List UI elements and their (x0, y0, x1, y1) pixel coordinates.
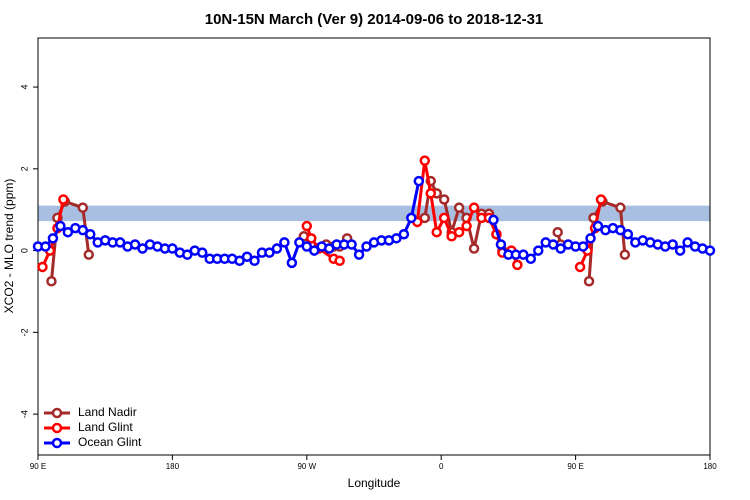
data-point (577, 241, 589, 252)
data-point (77, 224, 89, 236)
data-point (137, 243, 148, 254)
x-tick-label: 90 W (297, 462, 316, 471)
data-point (438, 212, 450, 224)
data-point (453, 202, 465, 213)
y-tick-label: -4 (19, 410, 29, 418)
data-point (85, 228, 96, 240)
data-point (346, 239, 357, 250)
data-point (595, 194, 607, 205)
data-point (438, 194, 450, 205)
data-point (264, 247, 275, 258)
data-point (46, 276, 57, 287)
data-point (406, 212, 417, 224)
data-point (518, 249, 529, 260)
data-point (512, 259, 523, 271)
data-point (55, 220, 66, 232)
data-point (419, 212, 431, 224)
data-point (301, 241, 313, 252)
data-point (323, 243, 335, 254)
data-point (488, 214, 499, 226)
data-point (391, 233, 402, 244)
legend-label: Ocean Glint (78, 435, 142, 449)
x-tick-label: 0 (439, 462, 444, 471)
data-point (353, 249, 365, 260)
data-point (58, 194, 69, 205)
legend-label: Land Nadir (78, 405, 137, 419)
chart-title: 10N-15N March (Ver 9) 2014-09-06 to 2018… (205, 11, 544, 28)
data-point (294, 237, 305, 248)
data-point (674, 245, 686, 256)
data-point (197, 247, 208, 258)
data-point (619, 249, 631, 260)
data-point (419, 155, 431, 166)
data-point (446, 231, 457, 242)
data-point (667, 239, 678, 250)
x-tick-label: 90 E (567, 462, 583, 471)
data-point (431, 226, 442, 238)
data-point (361, 241, 372, 252)
data-point (241, 251, 253, 262)
data-point (704, 245, 716, 256)
data-point (271, 243, 283, 254)
data-point (547, 239, 559, 250)
data-point (62, 226, 74, 238)
data-point (453, 226, 465, 238)
data-point (182, 249, 193, 260)
x-tick-label: 90 E (30, 462, 46, 471)
reference-band (38, 205, 710, 222)
data-point (555, 243, 566, 254)
y-tick-label: 2 (19, 166, 29, 171)
data-point (286, 257, 298, 269)
data-point (682, 237, 693, 248)
data-point (309, 245, 320, 256)
y-tick-label: 0 (19, 248, 29, 253)
y-tick-label: 4 (19, 85, 29, 90)
data-point (525, 253, 537, 265)
x-axis-label: Longitude (348, 476, 401, 490)
data-point (592, 220, 604, 232)
data-point (585, 233, 596, 244)
data-point (306, 233, 317, 244)
y-axis-label: XCO2 - MLO trend (ppm) (2, 179, 16, 314)
data-point (167, 243, 178, 254)
data-point (249, 255, 260, 267)
data-point (615, 224, 626, 236)
data-point (37, 261, 48, 273)
y-tick-label: -2 (19, 328, 29, 336)
legend-marker (51, 407, 63, 419)
data-point (468, 243, 480, 254)
x-tick-label: 180 (703, 462, 717, 471)
data-point (615, 202, 626, 213)
data-point (533, 245, 544, 256)
data-point (425, 188, 436, 199)
data-point (77, 202, 89, 213)
data-point (622, 228, 634, 240)
data-point (83, 249, 95, 260)
data-point (413, 175, 425, 187)
data-point (301, 220, 313, 232)
data-point (40, 241, 51, 252)
data-point (552, 226, 563, 238)
data-point (334, 255, 345, 267)
x-tick-label: 180 (166, 462, 180, 471)
data-point (47, 233, 59, 244)
data-point (461, 220, 472, 232)
data-point (495, 239, 507, 250)
data-point (234, 255, 245, 267)
data-point (574, 261, 586, 273)
legend-marker (51, 422, 63, 434)
data-point (583, 276, 595, 287)
data-point (279, 237, 290, 248)
legend-label: Land Glint (78, 420, 133, 434)
data-point (468, 202, 480, 213)
data-point (114, 237, 126, 248)
data-point (398, 228, 410, 240)
legend-marker (51, 437, 63, 449)
data-point (129, 239, 141, 250)
